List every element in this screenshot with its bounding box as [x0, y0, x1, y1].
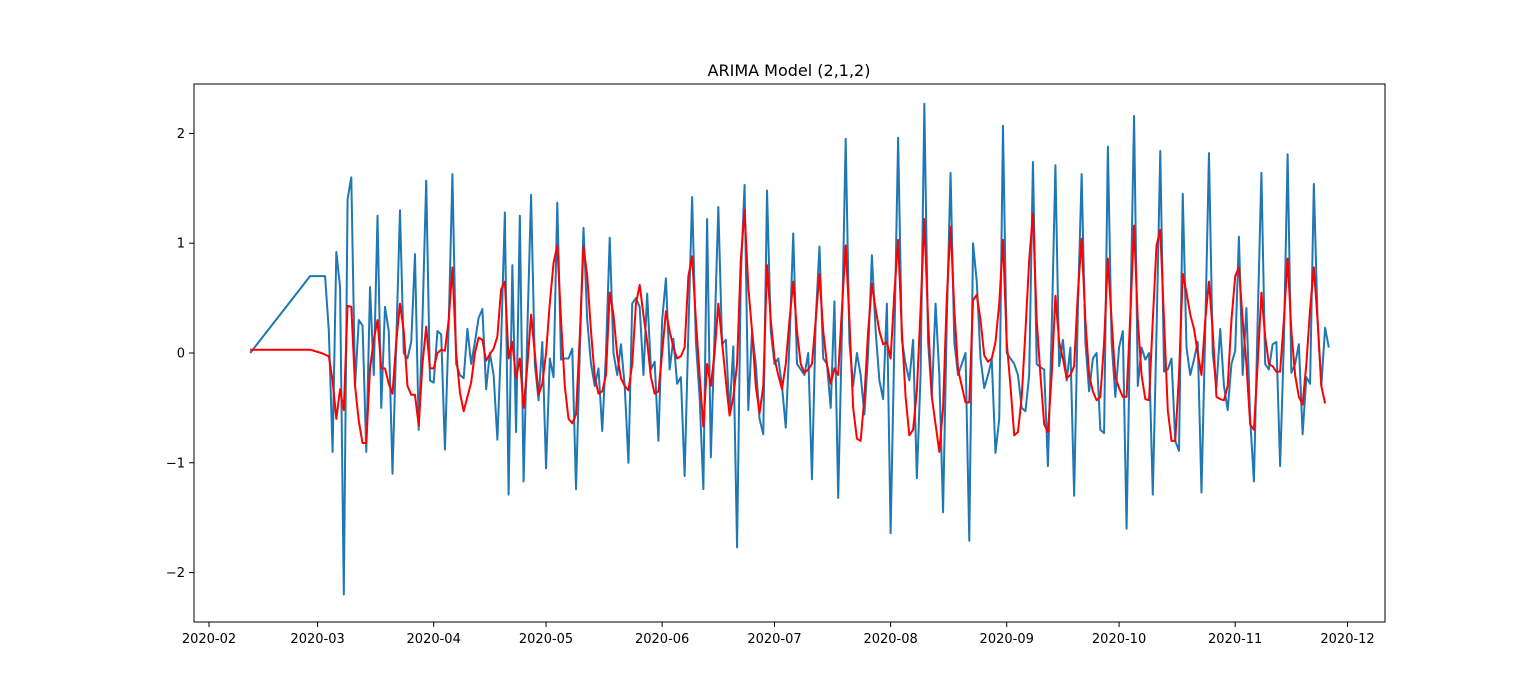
chart-title: ARIMA Model (2,1,2) — [708, 61, 871, 80]
series-line-2 — [250, 209, 1327, 453]
plot-lines — [249, 102, 1330, 596]
x-tick-label: 2020-12 — [1320, 632, 1374, 647]
y-tick-label: −1 — [166, 456, 185, 471]
x-tick-label: 2020-02 — [182, 632, 236, 647]
x-tick-label: 2020-07 — [747, 632, 801, 647]
y-tick-label: 2 — [177, 127, 185, 142]
y-tick-label: 0 — [177, 347, 185, 362]
x-tick-label: 2020-08 — [863, 632, 917, 647]
y-tick-label: −2 — [166, 566, 185, 581]
x-tick-label: 2020-03 — [290, 632, 344, 647]
series-line-1 — [249, 102, 1330, 596]
x-tick-label: 2020-05 — [519, 632, 573, 647]
x-tick-label: 2020-11 — [1208, 632, 1262, 647]
x-tick-label: 2020-04 — [407, 632, 461, 647]
x-tick-label: 2020-10 — [1092, 632, 1146, 647]
x-tick-label: 2020-09 — [980, 632, 1034, 647]
x-axis: 2020-02 2020-03 2020-04 2020-05 2020-06 2020-… — [182, 622, 1375, 647]
y-axis: −2 −1 0 1 2 — [166, 127, 194, 581]
x-tick-label: 2020-06 — [635, 632, 689, 647]
y-tick-label: 1 — [177, 237, 185, 252]
